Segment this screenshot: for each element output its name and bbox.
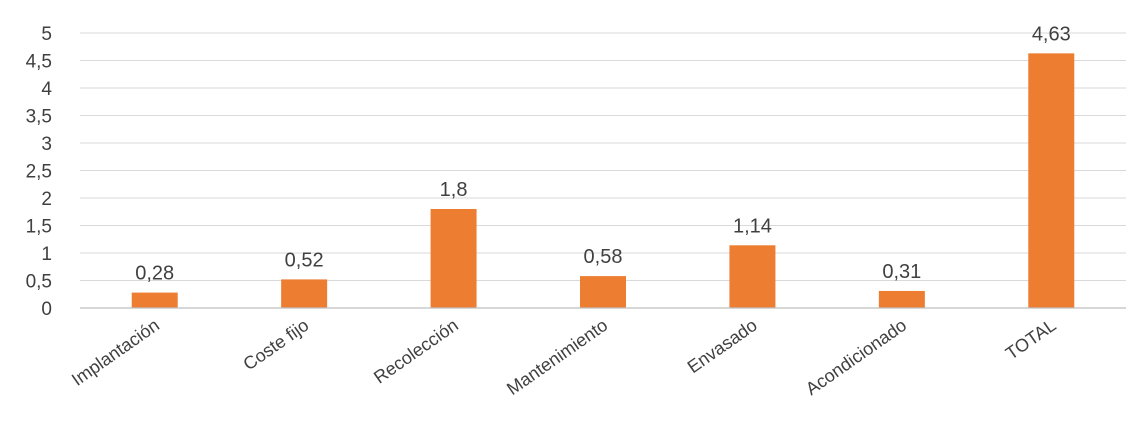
bar (281, 279, 328, 308)
y-axis-tick-labels: 0 0,5 1 1,5 2 2,5 3 3,5 4 4,5 5 (26, 24, 53, 320)
x-tick-label: Acondicionado (802, 315, 910, 399)
data-label: 4,63 (1032, 23, 1071, 45)
data-label: 0,28 (135, 263, 174, 285)
y-tick-label: 2 (41, 189, 52, 210)
x-tick-label: Implantación (68, 315, 163, 390)
y-tick-label: 4,5 (26, 52, 52, 73)
y-tick-label: 2,5 (26, 162, 52, 183)
bar (1028, 53, 1075, 308)
bar (729, 245, 776, 308)
data-labels: 0,28 0,52 1,8 0,58 1,14 0,31 4,63 (135, 23, 1071, 284)
x-tick-label: Mantenimiento (503, 315, 611, 399)
data-label: 1,8 (440, 179, 468, 201)
data-label: 0,52 (285, 249, 324, 271)
data-label: 0,31 (882, 261, 921, 283)
bar (131, 292, 178, 308)
y-tick-label: 1,5 (26, 217, 52, 238)
y-tick-label: 4 (41, 79, 52, 100)
y-tick-label: 3 (41, 134, 52, 155)
bars (131, 53, 1075, 308)
x-tick-label: Coste fijo (239, 315, 312, 374)
x-tick-label: Recolección (370, 315, 462, 388)
data-label: 1,14 (733, 215, 772, 237)
data-label: 0,58 (584, 246, 623, 268)
bar (580, 276, 626, 308)
x-axis-category-labels: Implantación Coste fijo Recolección Manteni… (68, 315, 1060, 399)
y-tick-label: 5 (41, 24, 52, 45)
y-tick-label: 0 (41, 299, 52, 320)
y-tick-label: 3,5 (26, 107, 52, 128)
bar (878, 290, 925, 308)
x-tick-label: Envasado (684, 315, 761, 377)
gridlines (80, 32, 1126, 281)
y-tick-label: 0,5 (26, 272, 52, 293)
y-tick-label: 1 (41, 244, 52, 265)
x-tick-label: TOTAL (1002, 315, 1060, 364)
bar (430, 209, 477, 308)
